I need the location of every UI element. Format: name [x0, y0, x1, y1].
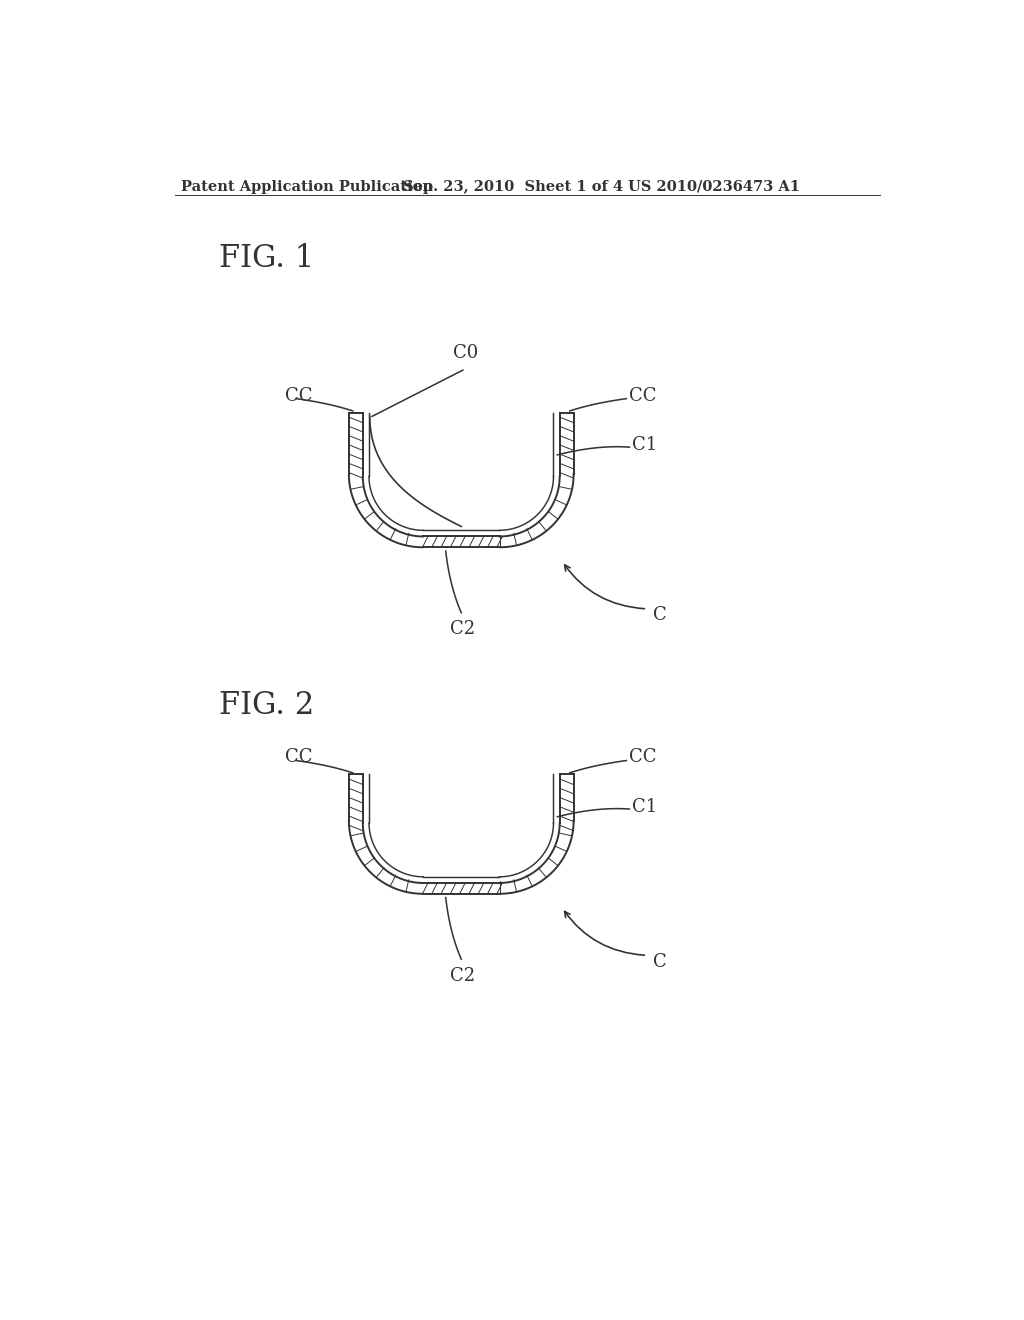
Text: C0: C0 [453, 345, 478, 363]
Text: US 2010/0236473 A1: US 2010/0236473 A1 [628, 180, 800, 194]
Text: Patent Application Publication: Patent Application Publication [180, 180, 433, 194]
Text: C: C [652, 953, 667, 970]
Text: CC: CC [630, 387, 657, 404]
Text: C: C [652, 606, 667, 624]
Text: CC: CC [286, 387, 312, 404]
Text: FIG. 2: FIG. 2 [219, 689, 314, 721]
Text: C1: C1 [632, 436, 657, 454]
Text: Sep. 23, 2010  Sheet 1 of 4: Sep. 23, 2010 Sheet 1 of 4 [403, 180, 624, 194]
Text: C2: C2 [451, 620, 475, 639]
Text: CC: CC [630, 748, 657, 767]
Text: C1: C1 [632, 797, 657, 816]
Text: CC: CC [286, 748, 312, 767]
Text: C2: C2 [451, 966, 475, 985]
Text: FIG. 1: FIG. 1 [219, 243, 314, 275]
